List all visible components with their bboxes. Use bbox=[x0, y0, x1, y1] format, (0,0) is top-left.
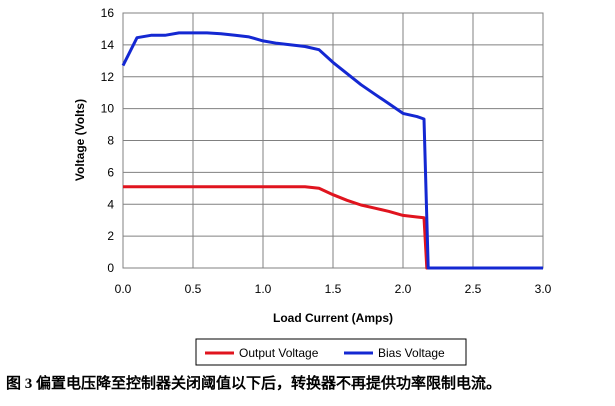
figure-caption: 图 3 偏置电压降至控制器关闭阈值以下后，转换器不再提供功率限制电流。 bbox=[6, 376, 502, 392]
legend-box bbox=[195, 338, 467, 366]
y-tick-label: 6 bbox=[107, 165, 114, 179]
x-axis-title: Load Current (Amps) bbox=[273, 311, 393, 325]
x-tick-label: 0.0 bbox=[115, 282, 132, 296]
legend-label-output-voltage: Output Voltage bbox=[239, 346, 319, 360]
legend-label-bias-voltage: Bias Voltage bbox=[378, 346, 445, 360]
series-group bbox=[121, 31, 543, 270]
series-line-bias-voltage bbox=[121, 31, 543, 270]
y-tick-label: 2 bbox=[107, 229, 114, 243]
x-tick-label: 1.5 bbox=[325, 282, 342, 296]
series-line-output-voltage bbox=[123, 185, 543, 270]
x-tick-label: 1.0 bbox=[255, 282, 272, 296]
y-tick-label: 16 bbox=[101, 6, 115, 20]
x-tick-label: 2.0 bbox=[395, 282, 412, 296]
y-tick-label: 8 bbox=[107, 134, 114, 148]
y-tick-label: 12 bbox=[101, 70, 115, 84]
y-tick-label: 0 bbox=[107, 261, 114, 275]
y-axis-title: Voltage (Volts) bbox=[73, 99, 87, 181]
grid-lines bbox=[123, 13, 543, 268]
y-tick-label: 14 bbox=[101, 38, 115, 52]
x-tick-label: 0.5 bbox=[185, 282, 202, 296]
legend: Output Voltage Bias Voltage bbox=[195, 338, 467, 366]
x-tick-label: 3.0 bbox=[535, 282, 552, 296]
x-tick-label: 2.5 bbox=[465, 282, 482, 296]
y-tick-label: 4 bbox=[107, 197, 114, 211]
y-tick-labels: 0 2 4 6 8 10 12 14 16 bbox=[101, 6, 115, 275]
y-tick-label: 10 bbox=[101, 102, 115, 116]
chart: 0 2 4 6 8 10 12 14 16 0.0 0.5 1.0 1.5 2.0 2.5 3.0 Load… bbox=[73, 6, 552, 366]
x-tick-labels: 0.0 0.5 1.0 1.5 2.0 2.5 3.0 bbox=[115, 282, 552, 296]
